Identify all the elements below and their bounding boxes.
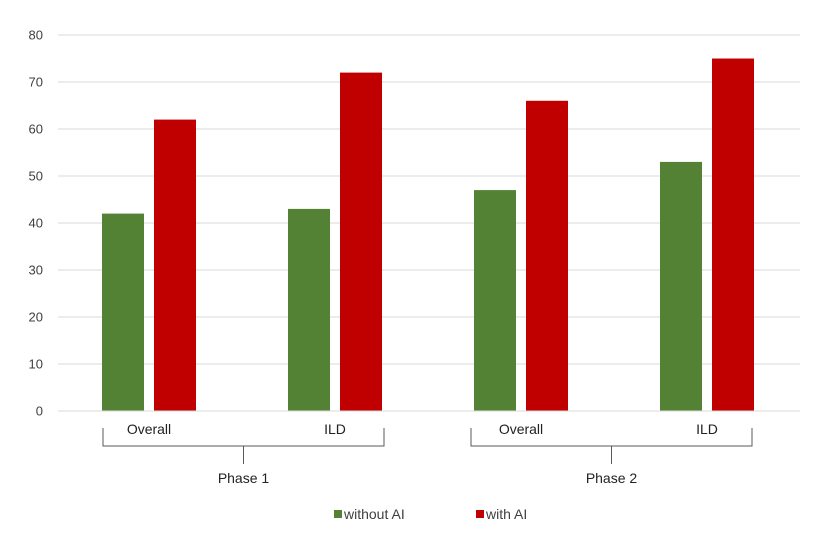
y-tick-label: 60 xyxy=(29,122,43,137)
bar-with-ai-0 xyxy=(154,119,196,411)
y-tick-label: 70 xyxy=(29,75,43,90)
legend-swatch xyxy=(334,510,342,518)
legend-label: without AI xyxy=(343,506,405,522)
category-labels: Overall ILD Overall ILD xyxy=(127,421,718,437)
y-tick-label: 50 xyxy=(29,169,43,184)
bar-with-ai-3 xyxy=(712,58,754,411)
group-labels: Phase 1 Phase 2 xyxy=(102,428,753,486)
y-tick-label: 40 xyxy=(29,216,43,231)
y-tick-label: 0 xyxy=(36,404,43,419)
group-label: Phase 1 xyxy=(218,470,270,486)
legend-label: with AI xyxy=(485,506,527,522)
legend-swatch xyxy=(476,510,484,518)
bar-without-ai-0 xyxy=(102,213,144,411)
legend: without AI with AI xyxy=(334,506,527,522)
category-label: ILD xyxy=(324,421,346,437)
bar-without-ai-2 xyxy=(474,190,516,411)
group-label: Phase 2 xyxy=(586,470,638,486)
y-tick-label: 20 xyxy=(29,310,43,325)
category-label: Overall xyxy=(127,421,171,437)
bar-with-ai-2 xyxy=(526,100,568,412)
y-tick-label: 80 xyxy=(29,28,43,43)
y-axis-ticks: 0 10 20 30 40 50 60 70 80 xyxy=(29,28,43,419)
bar-without-ai-3 xyxy=(660,161,702,411)
bars xyxy=(102,58,754,412)
category-label: ILD xyxy=(696,421,718,437)
y-tick-label: 10 xyxy=(29,357,43,372)
y-tick-label: 30 xyxy=(29,263,43,278)
bar-without-ai-1 xyxy=(288,208,330,411)
bar-with-ai-1 xyxy=(340,72,382,411)
category-label: Overall xyxy=(499,421,543,437)
